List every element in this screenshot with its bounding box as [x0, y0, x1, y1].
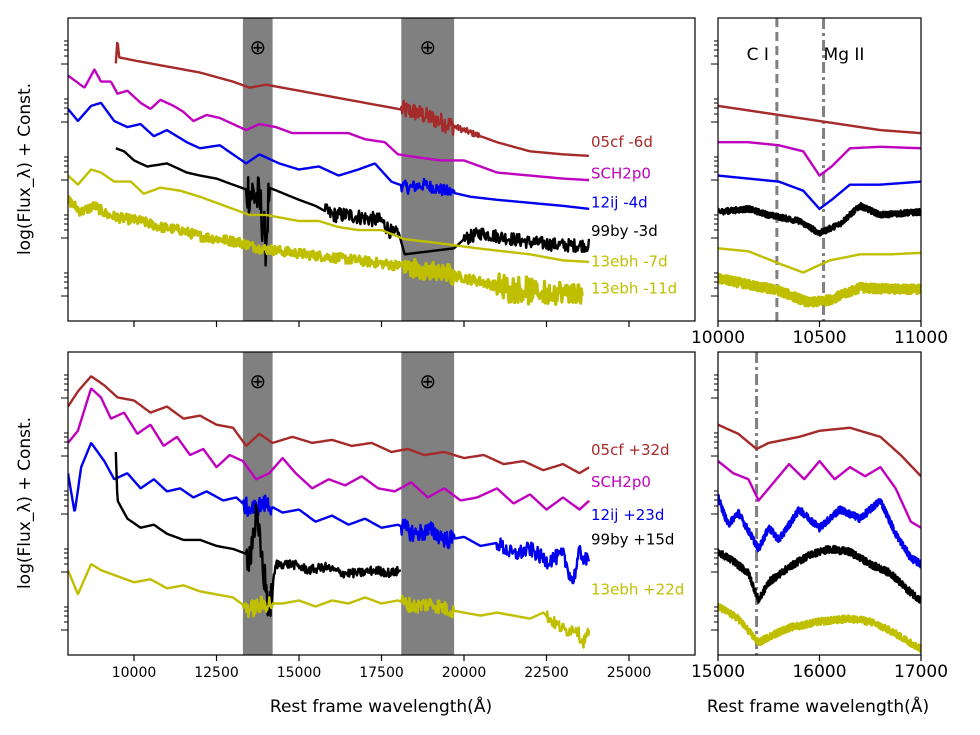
spectrum-line — [718, 201, 921, 237]
bottom-inset-panel: 15000 16000 17000 — [691, 351, 948, 682]
series-label: 12ij -4d — [591, 193, 648, 211]
top-inset-ticks: 10000 10500 11000 — [691, 40, 948, 348]
bottom-main-panel: ⊕ ⊕ 05cf +32d SCH2p0 12ij +23d 99by +15d 13eb… — [61, 351, 696, 681]
spectrum-line — [115, 147, 591, 267]
x-tick-label: 11000 — [894, 328, 948, 348]
bottom-right-xlabel: Rest frame wavelength(Å) — [707, 695, 929, 717]
bottom-inset-ticks: 15000 16000 17000 — [691, 374, 948, 682]
series-label: SCH2p0 — [591, 165, 651, 183]
top-main-frame — [67, 17, 696, 322]
bottom-main-frame — [67, 351, 696, 656]
line-marker-label: Mg II — [824, 45, 865, 65]
top-main-ticks — [61, 40, 630, 327]
telluric-band — [242, 18, 273, 321]
spectrum-line — [718, 104, 921, 135]
bottom-main-series — [68, 375, 591, 649]
telluric-symbol: ⊕ — [249, 35, 266, 59]
series-label: 99by +15d — [591, 530, 674, 548]
top-main-series — [68, 41, 591, 306]
telluric-symbol: ⊕ — [419, 35, 436, 59]
x-tick-label: 10500 — [792, 328, 846, 348]
series-label: 12ij +23d — [591, 506, 664, 524]
bottom-main-series-labels: 05cf +32d SCH2p0 12ij +23d 99by +15d 13ebh +… — [591, 441, 684, 598]
spectrum-line — [68, 442, 591, 585]
spectrum-line — [68, 68, 590, 182]
spectrum-line — [68, 101, 590, 211]
spectrum-line — [718, 603, 921, 654]
line-marker-label: C I — [747, 45, 769, 65]
x-tick-label: 20000 — [442, 665, 487, 681]
bottom-ylabel: log(Flux_λ) + Const. — [15, 417, 35, 589]
x-tick-label: 16000 — [792, 662, 846, 682]
x-tick-label: 15000 — [691, 662, 745, 682]
x-tick-label: 10000 — [112, 665, 157, 681]
spectrum-line — [68, 195, 584, 306]
spectrum-line — [68, 168, 590, 264]
top-ylabel: log(Flux_λ) + Const. — [15, 83, 35, 255]
x-tick-label: 22500 — [524, 665, 569, 681]
spectrum-line — [718, 423, 921, 478]
spectrum-line — [718, 544, 921, 604]
x-tick-label: 10000 — [691, 328, 745, 348]
spectrum-line — [718, 141, 921, 177]
bottom-main-ticks: 10000 12500 15000 17500 20000 22500 25000 — [61, 374, 652, 681]
top-inset-series — [718, 104, 921, 308]
top-main-panel: ⊕ ⊕ 05cf -6d SCH2p0 12ij -4d 99by -3d 13ebh -… — [61, 17, 696, 327]
spectrum-line — [114, 41, 590, 157]
spectrum-line — [718, 459, 921, 529]
series-label: 05cf -6d — [591, 133, 653, 151]
series-label: 05cf +32d — [591, 441, 670, 459]
spectrum-line — [718, 247, 921, 274]
spectrum-line — [718, 174, 921, 211]
bottom-left-xlabel: Rest frame wavelength(Å) — [270, 695, 492, 717]
spectrum-line — [68, 375, 590, 475]
series-label: 13ebh -11d — [591, 280, 677, 298]
x-tick-label: 17000 — [894, 662, 948, 682]
x-tick-label: 17500 — [359, 665, 404, 681]
top-inset-panel: C I Mg II 10000 10500 11000 — [691, 17, 948, 348]
telluric-symbol: ⊕ — [419, 369, 436, 393]
x-tick-label: 25000 — [607, 665, 652, 681]
spectrum-line — [68, 387, 590, 511]
top-inset-frame — [717, 17, 922, 322]
series-label: 13ebh -7d — [591, 252, 668, 270]
telluric-symbol: ⊕ — [249, 369, 266, 393]
top-inset-line-markers: C I Mg II — [747, 18, 865, 321]
series-label: SCH2p0 — [591, 473, 651, 491]
series-label: 13ebh +22d — [591, 580, 684, 598]
bottom-inset-series — [718, 423, 921, 654]
top-main-series-labels: 05cf -6d SCH2p0 12ij -4d 99by -3d 13ebh -7d 1… — [591, 133, 677, 298]
spectrum-line — [718, 493, 921, 569]
bottom-inset-frame — [717, 351, 922, 656]
x-tick-label: 15000 — [277, 665, 322, 681]
spectrum-line — [114, 451, 402, 618]
x-tick-label: 12500 — [194, 665, 239, 681]
series-label: 99by -3d — [591, 222, 658, 240]
spectrum-line — [718, 272, 921, 308]
spectrum-line — [68, 563, 591, 649]
